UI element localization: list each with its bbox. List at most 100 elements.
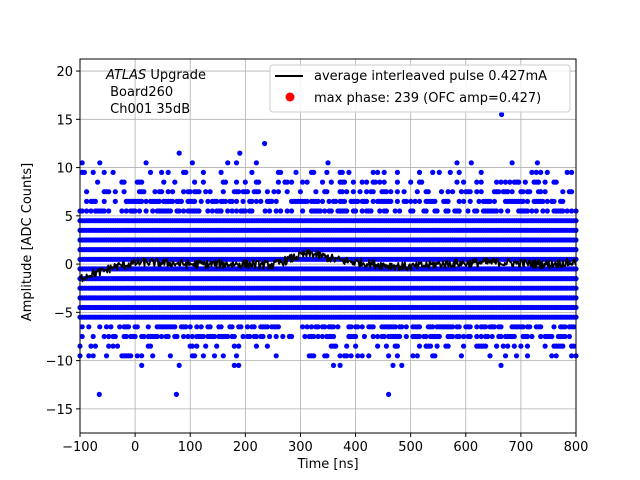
scatter-point <box>416 169 423 175</box>
scatter-point <box>170 198 176 204</box>
scatter-point <box>485 333 491 340</box>
scatter-point <box>172 324 178 330</box>
scatter-point <box>134 324 140 330</box>
scatter-point <box>399 362 405 368</box>
scatter-point <box>136 208 143 214</box>
scatter-point <box>211 333 218 340</box>
scatter-point <box>203 343 209 349</box>
scatter-point <box>101 208 107 214</box>
scatter-point <box>542 189 548 195</box>
scatter-point <box>315 198 321 204</box>
scatter-point <box>170 189 176 195</box>
scatter-point <box>79 208 85 214</box>
scatter-point <box>200 179 206 185</box>
scatter-point <box>538 169 544 175</box>
scatter-point <box>359 179 365 185</box>
scatter-point <box>432 198 438 204</box>
scatter-point <box>540 208 546 214</box>
scatter-point <box>319 333 326 340</box>
scatter-point <box>150 353 156 359</box>
scatter-point <box>447 169 453 175</box>
scatter-point <box>231 333 237 340</box>
scatter-point <box>564 169 570 175</box>
scatter-point <box>496 189 502 195</box>
average-pulse-line <box>79 249 577 283</box>
scatter-point <box>403 324 409 330</box>
scatter-point <box>236 343 242 349</box>
scatter-point <box>233 160 240 166</box>
scatter-point <box>542 343 548 349</box>
scatter-point <box>231 343 237 349</box>
scatter-point <box>364 179 370 185</box>
scatter-point <box>123 208 129 214</box>
scatter-point <box>315 333 321 340</box>
scatter-point <box>468 160 474 166</box>
scatter-point <box>253 333 259 340</box>
scatter-point <box>535 179 542 185</box>
scatter-point <box>538 324 544 330</box>
scatter-point <box>278 208 284 214</box>
scatter-point <box>308 324 315 330</box>
scatter-point <box>79 160 85 166</box>
scatter-point <box>551 324 557 330</box>
scatter-point <box>143 198 149 204</box>
scatter-point <box>467 198 473 204</box>
scatter-point <box>143 160 149 166</box>
scatter-point <box>106 208 112 214</box>
scatter-point <box>344 353 350 359</box>
scatter-point <box>256 189 262 195</box>
scatter-point <box>520 198 526 204</box>
scatter-point <box>322 324 328 330</box>
scatter-point <box>425 189 431 195</box>
scatter-point <box>509 160 515 166</box>
x-axis-label: Time [ns] <box>296 457 358 472</box>
scatter-point <box>97 324 103 330</box>
scatter-point <box>494 208 500 214</box>
scatter-point <box>240 333 246 340</box>
scatter-point <box>249 198 255 204</box>
scatter-point <box>95 179 101 185</box>
scatter-point <box>209 208 215 214</box>
scatter-point <box>229 208 235 214</box>
scatter-point <box>474 208 480 214</box>
scatter-point <box>337 353 343 359</box>
scatter-point <box>569 353 575 359</box>
scatter-point <box>112 189 118 195</box>
scatter-point <box>375 169 381 175</box>
scatter-point <box>189 333 195 340</box>
scatter-point <box>520 189 526 195</box>
scatter-point <box>79 333 85 340</box>
annotation-upgrade: Upgrade <box>146 68 206 83</box>
scatter-point <box>139 179 145 185</box>
scatter-point <box>165 169 171 175</box>
scatter-point <box>377 208 383 214</box>
y-tick-label: −10 <box>46 355 73 370</box>
scatter-point <box>311 169 317 175</box>
scatter-point <box>445 198 451 204</box>
scatter-point <box>538 189 544 195</box>
scatter-point <box>355 353 361 359</box>
scatter-point <box>359 208 365 214</box>
scatter-point <box>97 160 103 166</box>
scatter-point <box>319 179 326 185</box>
scatter-point <box>300 208 306 214</box>
scatter-point <box>79 324 85 330</box>
scatter-point <box>390 362 396 368</box>
scatter-point <box>381 179 387 185</box>
scatter-point <box>350 179 356 185</box>
scatter-point <box>529 169 535 175</box>
scatter-point <box>220 353 226 359</box>
scatter-point <box>90 353 96 359</box>
scatter-point <box>132 208 138 214</box>
scatter-point <box>112 333 118 340</box>
scatter-point <box>560 198 566 204</box>
scatter-point <box>139 353 145 359</box>
scatter-point <box>159 169 165 175</box>
scatter-point <box>516 179 522 185</box>
scatter-point <box>465 208 471 214</box>
scatter-point <box>134 353 140 359</box>
scatter-point <box>84 189 90 195</box>
annotation-atlas: ATLAS <box>105 68 146 83</box>
scatter-point <box>289 333 295 340</box>
